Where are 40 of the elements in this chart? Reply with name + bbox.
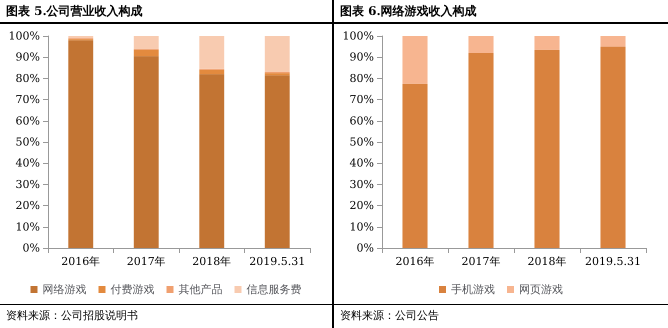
legend-label: 手机游戏 xyxy=(451,283,495,296)
y-tick-label: 90% xyxy=(16,50,40,64)
x-tick-label: 2017年 xyxy=(462,255,500,268)
chart-title: 图表 5.公司营业收入构成 xyxy=(0,0,332,24)
y-tick-label: 30% xyxy=(16,178,40,191)
y-tick-label: 60% xyxy=(16,114,40,128)
y-tick-label: 90% xyxy=(350,50,374,64)
y-tick-label: 10% xyxy=(16,220,40,234)
y-tick-label: 20% xyxy=(350,199,374,212)
text: 资料来源：公司招股说明书 xyxy=(0,304,332,328)
legend-label: 信息服务费 xyxy=(246,283,302,296)
y-tick-label: 70% xyxy=(16,93,40,106)
y-tick-label: 30% xyxy=(350,178,374,191)
x-tick-label: 2016年 xyxy=(396,255,434,268)
y-tick-label: 80% xyxy=(16,72,40,85)
legend-label: 付费游戏 xyxy=(110,283,154,296)
x-tick-label: 2019.5.31 xyxy=(249,255,306,268)
y-tick-label: 0% xyxy=(356,242,374,254)
y-tick-label: 40% xyxy=(350,156,374,170)
y-tick-label: 20% xyxy=(16,199,40,212)
x-tick-label: 2018年 xyxy=(192,255,232,268)
x-tick-label: 2016年 xyxy=(61,255,100,268)
x-tick-label: 2017年 xyxy=(126,255,166,268)
y-tick-label: 70% xyxy=(350,93,374,106)
y-tick-label: 80% xyxy=(350,72,374,85)
x-tick-label: 2018年 xyxy=(528,255,566,268)
y-tick-label: 50% xyxy=(350,136,374,148)
y-tick-label: 50% xyxy=(16,136,40,148)
legend-label: 网络游戏 xyxy=(42,283,86,296)
text: 资料来源：公司公告 xyxy=(334,304,668,328)
chart-title: 图表 6.网络游戏收入构成 xyxy=(334,0,668,24)
y-tick-label: 10% xyxy=(350,220,374,234)
x-tick-label: 2019.5.31 xyxy=(585,255,641,268)
legend-label: 网页游戏 xyxy=(519,283,563,296)
y-tick-label: 100% xyxy=(8,30,40,42)
y-tick-label: 60% xyxy=(350,114,374,128)
y-tick-label: 100% xyxy=(342,30,374,42)
legend-label: 其他产品 xyxy=(178,283,222,296)
y-tick-label: 0% xyxy=(22,242,40,254)
y-tick-label: 40% xyxy=(16,156,40,170)
